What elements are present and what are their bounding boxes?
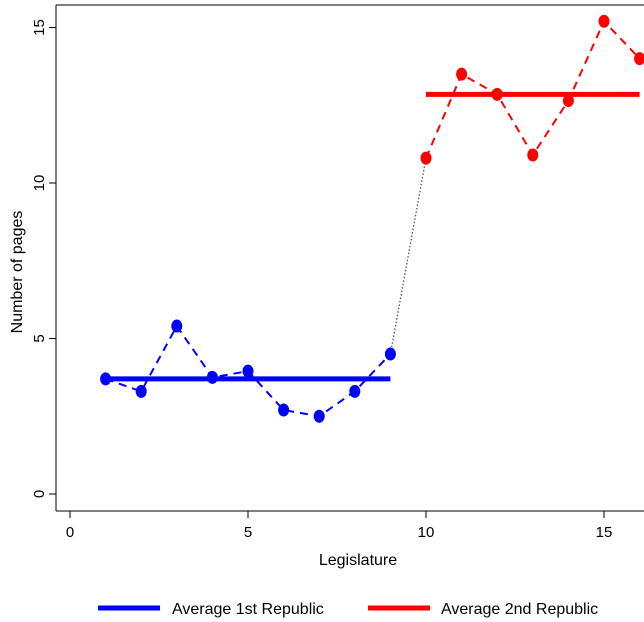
data-point	[492, 88, 503, 101]
data-point	[599, 15, 610, 28]
x-tick-label: 10	[418, 524, 435, 541]
data-point	[136, 385, 147, 398]
y-axis-title: Number of pages	[9, 211, 26, 334]
x-tick-label: 0	[66, 524, 74, 541]
data-point	[171, 320, 182, 333]
data-point	[527, 149, 538, 162]
data-point	[385, 348, 396, 361]
data-point	[349, 385, 360, 398]
legend: Average 1st Republic Average 2nd Republi…	[98, 601, 598, 618]
x-axis-title: Legislature	[319, 552, 397, 569]
x-tick-label: 15	[596, 524, 613, 541]
y-tick-label: 5	[31, 334, 48, 342]
data-point	[243, 365, 254, 378]
data-point	[100, 372, 111, 385]
legend-label-2nd-republic: Average 2nd Republic	[441, 601, 598, 618]
data-point	[421, 152, 432, 165]
data-point	[563, 94, 574, 107]
series-line-2nd-republic	[426, 21, 640, 158]
series-connector-line	[390, 158, 426, 354]
data-point	[207, 371, 218, 384]
y-tick-label: 0	[31, 490, 48, 498]
data-point	[278, 404, 289, 417]
y-tick-label: 15	[31, 19, 48, 36]
data-point	[456, 68, 467, 81]
y-tick-label: 10	[31, 175, 48, 192]
x-tick-label: 5	[244, 524, 252, 541]
legend-label-1st-republic: Average 1st Republic	[172, 601, 324, 618]
data-point	[314, 410, 325, 423]
